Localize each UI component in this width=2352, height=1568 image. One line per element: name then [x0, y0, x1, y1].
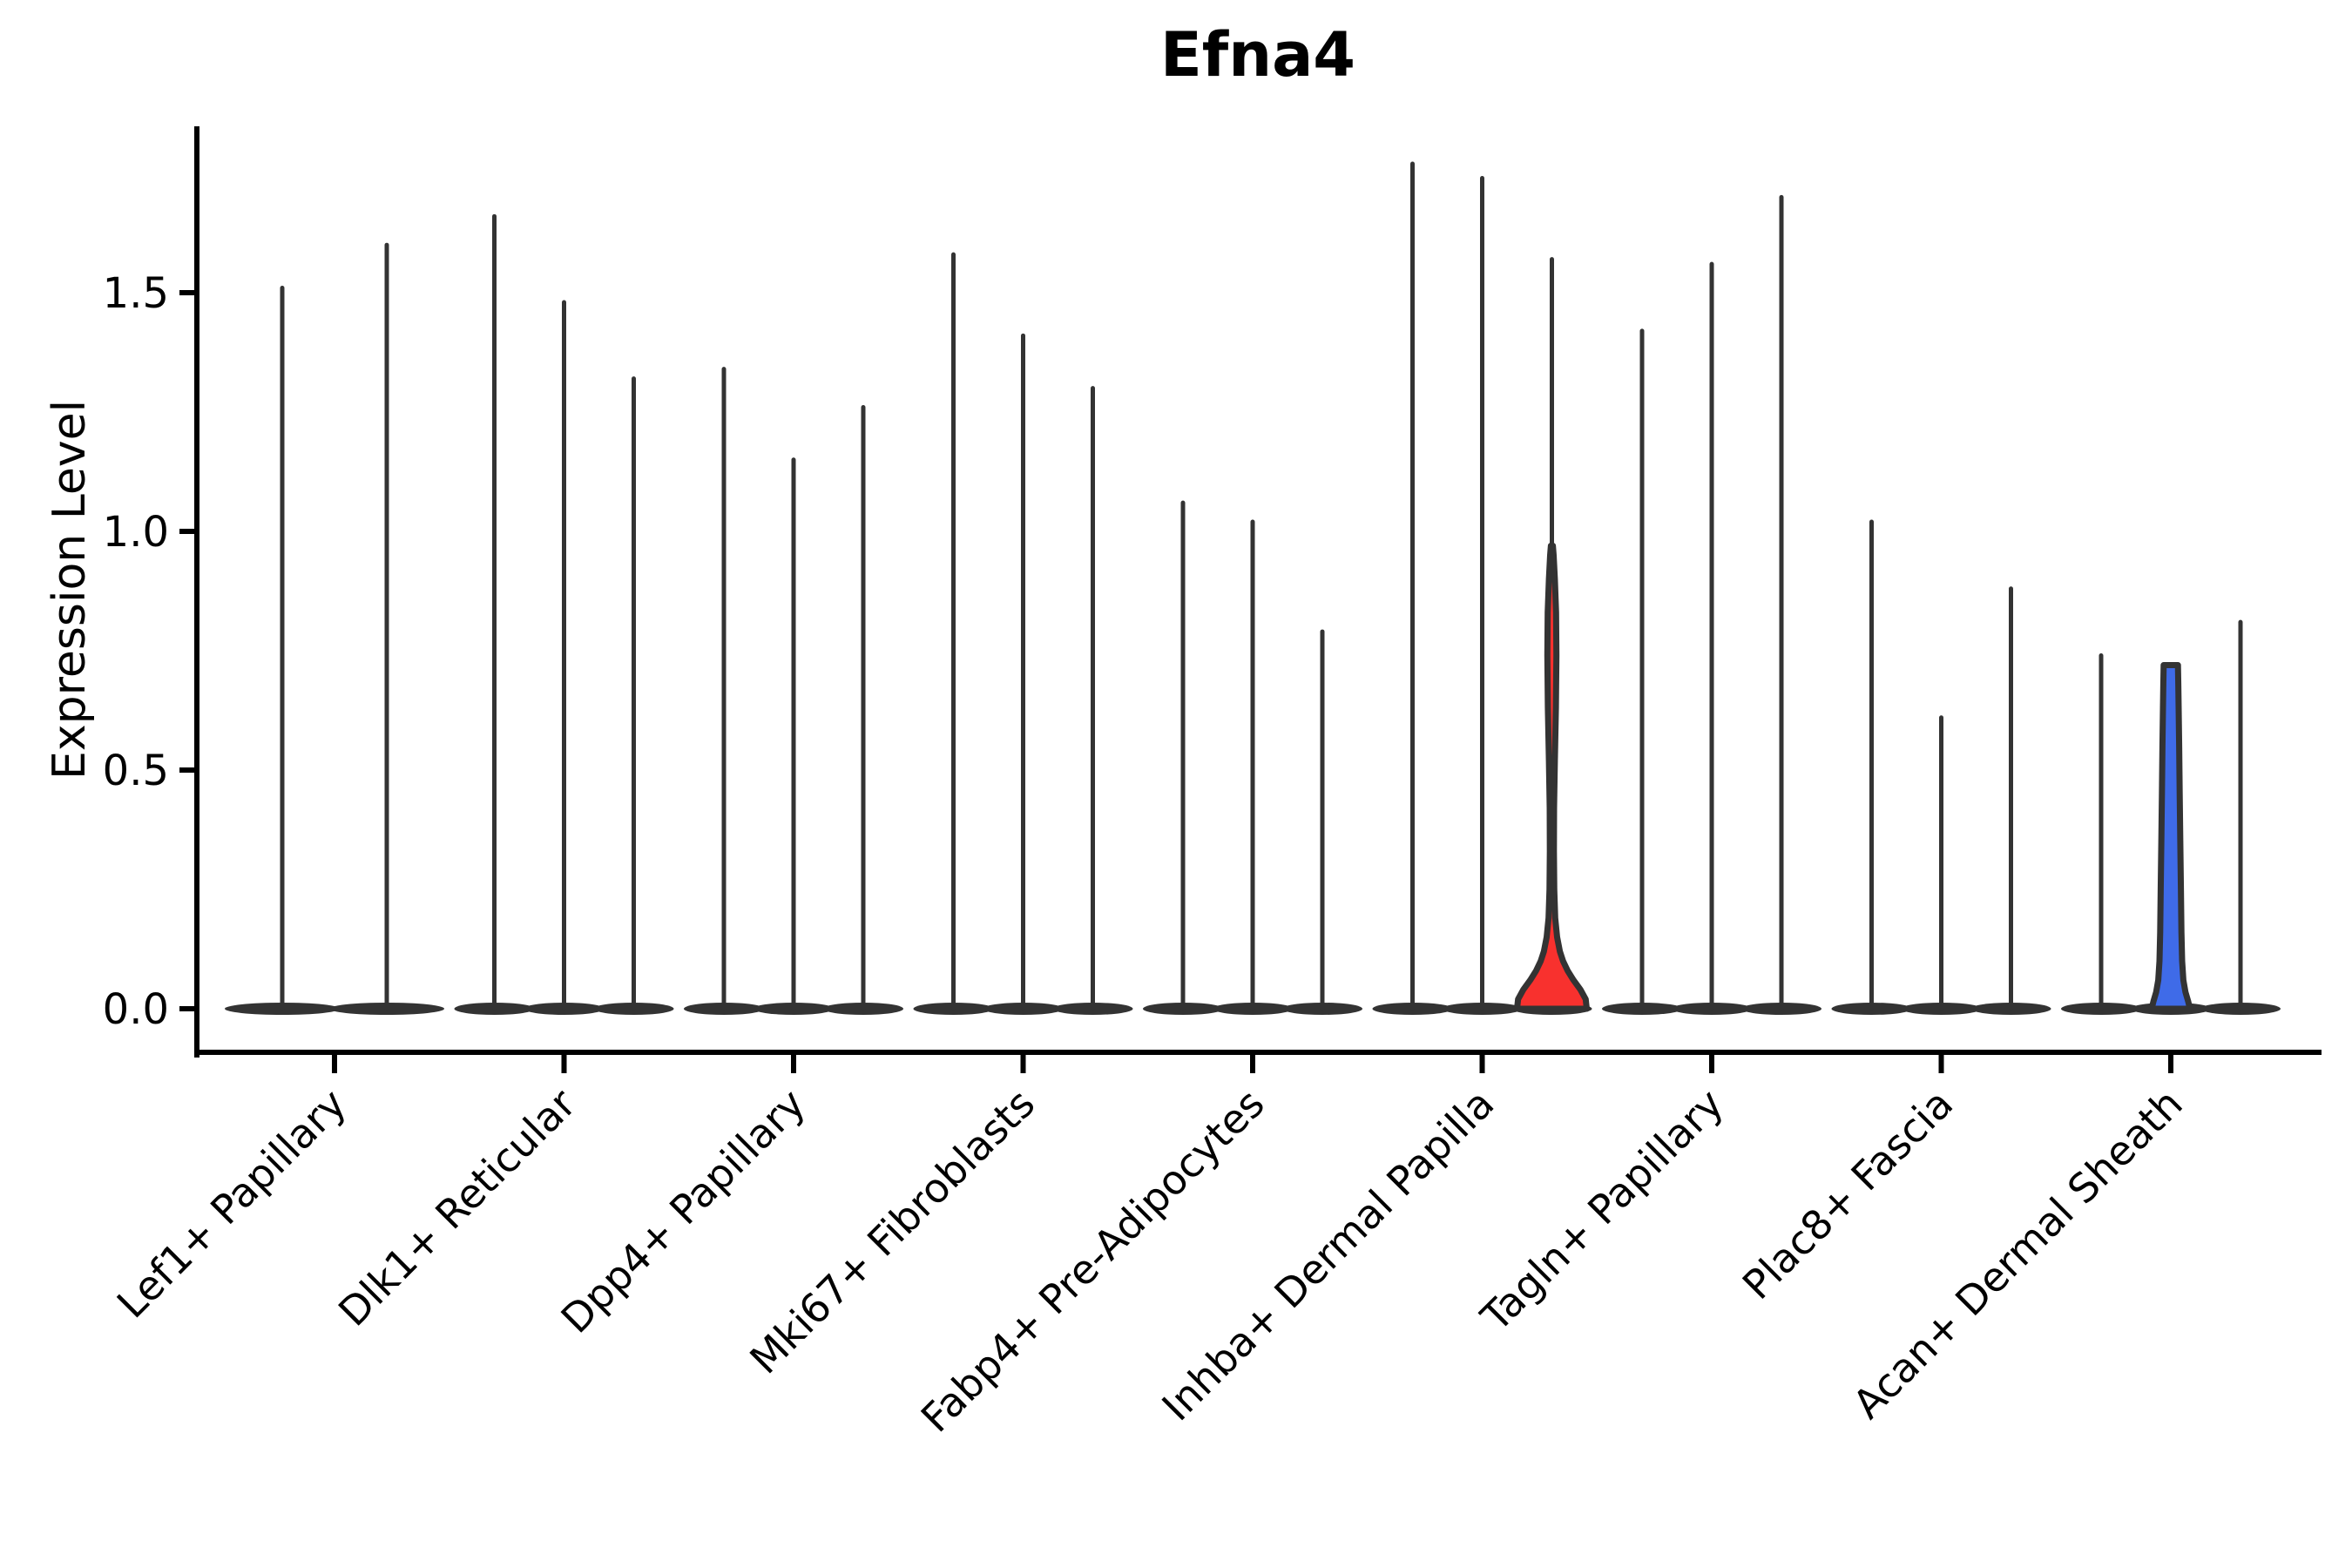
y-tick-label: 1.0	[103, 508, 169, 557]
x-axis-label: Dlk1+ Reticular	[329, 1080, 585, 1335]
x-tick-mark	[1938, 1052, 1944, 1073]
x-tick-mark	[1020, 1052, 1026, 1073]
x-axis-label: Lef1+ Papillary	[108, 1080, 355, 1328]
blue-violin-body	[2148, 661, 2193, 1012]
x-axis-label: Dpp4+ Papillary	[552, 1080, 814, 1342]
x-tick-mark	[1709, 1052, 1714, 1073]
x-tick-mark	[561, 1052, 567, 1073]
y-axis-spine	[194, 126, 199, 1058]
page-title: Efna4	[1159, 19, 1356, 91]
y-tick-label: 0.5	[103, 747, 169, 795]
x-tick-mark	[2168, 1052, 2173, 1073]
x-axis-label: Tagln+ Papillary	[1471, 1080, 1733, 1342]
x-tick-mark	[1250, 1052, 1255, 1073]
y-tick-mark	[179, 1006, 197, 1011]
y-tick-label: 0.0	[103, 985, 169, 1034]
y-tick-mark	[179, 529, 197, 534]
y-tick-mark	[179, 290, 197, 295]
red-violin-body	[1514, 542, 1590, 1012]
y-tick-mark	[179, 767, 197, 773]
y-axis-label: Expression Level	[44, 399, 96, 781]
x-tick-mark	[1479, 1052, 1485, 1073]
x-tick-mark	[791, 1052, 796, 1073]
x-tick-mark	[332, 1052, 337, 1073]
x-axis-label: Plac8+ Fascia	[1734, 1080, 1962, 1308]
x-axis-spine	[194, 1050, 2322, 1055]
y-tick-label: 1.5	[103, 269, 169, 318]
